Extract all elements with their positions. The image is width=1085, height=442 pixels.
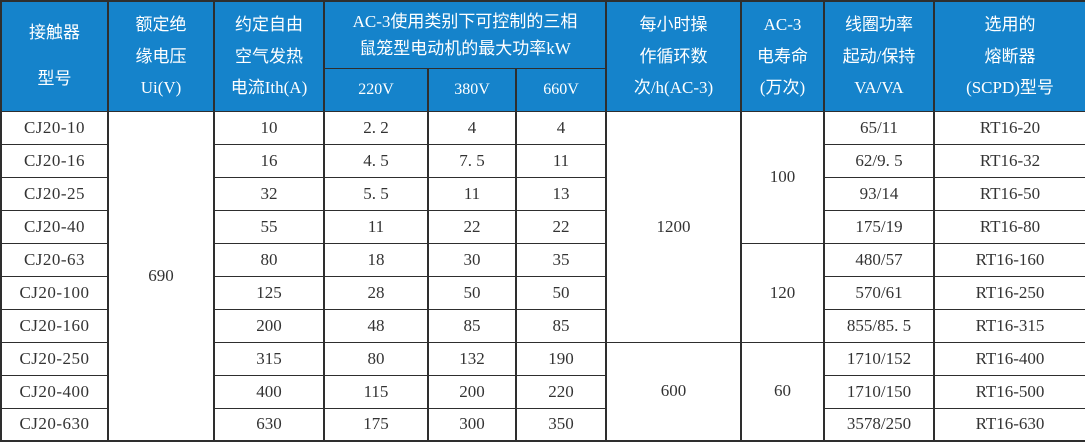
table-row: CJ20-10 690 10 2. 2 4 4 1200 100 65/11 R… <box>0 110 1085 442</box>
cell-kw380: 85 <box>427 308 517 343</box>
cell-kw660: 22 <box>515 209 607 244</box>
cell-kw220: 175 <box>323 407 429 442</box>
cell-model: CJ20-25 <box>0 176 109 211</box>
cell-cycles-merged-low: 600 <box>605 341 742 442</box>
cell-cycles-merged-high: 1200 <box>605 110 742 343</box>
cell-kw220: 80 <box>323 341 429 376</box>
cell-ith: 10 <box>213 110 325 145</box>
cell-insulation-voltage-merged: 690 <box>107 110 215 442</box>
cell-kw660: 85 <box>515 308 607 343</box>
cell-kw380: 200 <box>427 374 517 409</box>
cell-ith: 16 <box>213 143 325 178</box>
cell-kw660: 35 <box>515 242 607 277</box>
cell-life-merged-100: 100 <box>740 110 825 244</box>
header-sub-660v: 660V <box>515 67 607 112</box>
header-insulation-voltage: 额定绝 缘电压 Ui(V) <box>107 0 215 112</box>
header-coil-power: 线圈功率 起动/保持 VA/VA <box>823 0 935 112</box>
table-row: CJ20-16 16 4. 5 7. 5 11 62/9. 5 RT16-32 <box>0 143 1085 178</box>
cell-coil: 855/85. 5 <box>823 308 935 343</box>
cell-kw380: 7. 5 <box>427 143 517 178</box>
cell-fuse: RT16-50 <box>933 176 1085 211</box>
cell-coil: 62/9. 5 <box>823 143 935 178</box>
cell-model: CJ20-16 <box>0 143 109 178</box>
table-row: CJ20-63 80 18 30 35 120 480/57 RT16-160 <box>0 242 1085 343</box>
cell-kw220: 4. 5 <box>323 143 429 178</box>
cell-kw220: 18 <box>323 242 429 277</box>
cell-kw660: 350 <box>515 407 607 442</box>
cell-kw380: 4 <box>427 110 517 145</box>
cell-kw220: 11 <box>323 209 429 244</box>
cell-kw660: 190 <box>515 341 607 376</box>
header-electrical-life: AC-3 电寿命 (万次) <box>740 0 825 112</box>
cell-kw380: 22 <box>427 209 517 244</box>
cell-coil: 570/61 <box>823 275 935 310</box>
table-header: 接触器 型号 额定绝 缘电压 Ui(V) 约定自由 空气发热 电流Ith(A) … <box>0 0 1085 112</box>
header-thermal-current: 约定自由 空气发热 电流Ith(A) <box>213 0 325 112</box>
cell-kw380: 30 <box>427 242 517 277</box>
cell-fuse: RT16-500 <box>933 374 1085 409</box>
cell-kw220: 5. 5 <box>323 176 429 211</box>
header-fuse: 选用的 熔断器 (SCPD)型号 <box>933 0 1085 112</box>
cell-fuse: RT16-400 <box>933 341 1085 376</box>
cell-kw380: 300 <box>427 407 517 442</box>
table-row: CJ20-630 630 175 300 350 3578/250 RT16-6… <box>0 407 1085 442</box>
cell-kw220: 28 <box>323 275 429 310</box>
cell-ith: 55 <box>213 209 325 244</box>
table-body: CJ20-10 690 10 2. 2 4 4 1200 100 65/11 R… <box>0 110 1085 442</box>
cell-ith: 400 <box>213 374 325 409</box>
cell-model: CJ20-100 <box>0 275 109 310</box>
cell-model: CJ20-250 <box>0 341 109 376</box>
cell-model: CJ20-630 <box>0 407 109 442</box>
cell-kw660: 50 <box>515 275 607 310</box>
cell-ith: 315 <box>213 341 325 376</box>
cell-kw220: 2. 2 <box>323 110 429 145</box>
cell-coil: 93/14 <box>823 176 935 211</box>
cell-kw380: 11 <box>427 176 517 211</box>
cell-model: CJ20-40 <box>0 209 109 244</box>
cell-coil: 175/19 <box>823 209 935 244</box>
cell-ith: 630 <box>213 407 325 442</box>
cell-model: CJ20-160 <box>0 308 109 343</box>
cell-kw380: 50 <box>427 275 517 310</box>
table-row: CJ20-25 32 5. 5 11 13 93/14 RT16-50 <box>0 176 1085 211</box>
cell-model: CJ20-63 <box>0 242 109 277</box>
cell-kw220: 48 <box>323 308 429 343</box>
cell-coil: 480/57 <box>823 242 935 277</box>
cell-fuse: RT16-315 <box>933 308 1085 343</box>
header-cycles-per-hour: 每小时操 作循环数 次/h(AC-3) <box>605 0 742 112</box>
cell-kw660: 4 <box>515 110 607 145</box>
header-sub-380v: 380V <box>427 67 517 112</box>
cell-model: CJ20-10 <box>0 110 109 145</box>
cell-fuse: RT16-32 <box>933 143 1085 178</box>
table-row: CJ20-250 315 80 132 190 600 60 1710/152 … <box>0 341 1085 442</box>
table-row: CJ20-400 400 115 200 220 1710/150 RT16-5… <box>0 374 1085 409</box>
cell-ith: 125 <box>213 275 325 310</box>
header-sub-220v: 220V <box>323 67 429 112</box>
cell-kw660: 13 <box>515 176 607 211</box>
cell-ith: 32 <box>213 176 325 211</box>
cell-life-merged-120: 120 <box>740 242 825 343</box>
cell-fuse: RT16-80 <box>933 209 1085 244</box>
cell-ith: 80 <box>213 242 325 277</box>
cell-coil: 1710/152 <box>823 341 935 376</box>
cell-ith: 200 <box>213 308 325 343</box>
header-model: 接触器 型号 <box>0 0 109 112</box>
cell-fuse: RT16-20 <box>933 110 1085 145</box>
cell-coil: 1710/150 <box>823 374 935 409</box>
cell-coil: 3578/250 <box>823 407 935 442</box>
cell-fuse: RT16-250 <box>933 275 1085 310</box>
cell-coil: 65/11 <box>823 110 935 145</box>
cell-model: CJ20-400 <box>0 374 109 409</box>
cell-kw220: 115 <box>323 374 429 409</box>
cell-life-merged-60: 60 <box>740 341 825 442</box>
cell-kw660: 220 <box>515 374 607 409</box>
cell-kw380: 132 <box>427 341 517 376</box>
header-max-power-group: AC-3使用类别下可控制的三相 鼠笼型电动机的最大功率kW <box>323 0 607 69</box>
table-row: CJ20-40 55 11 22 22 175/19 RT16-80 <box>0 209 1085 244</box>
cell-fuse: RT16-630 <box>933 407 1085 442</box>
cell-kw660: 11 <box>515 143 607 178</box>
table-row: CJ20-100 125 28 50 50 570/61 RT16-250 <box>0 275 1085 310</box>
cell-fuse: RT16-160 <box>933 242 1085 277</box>
